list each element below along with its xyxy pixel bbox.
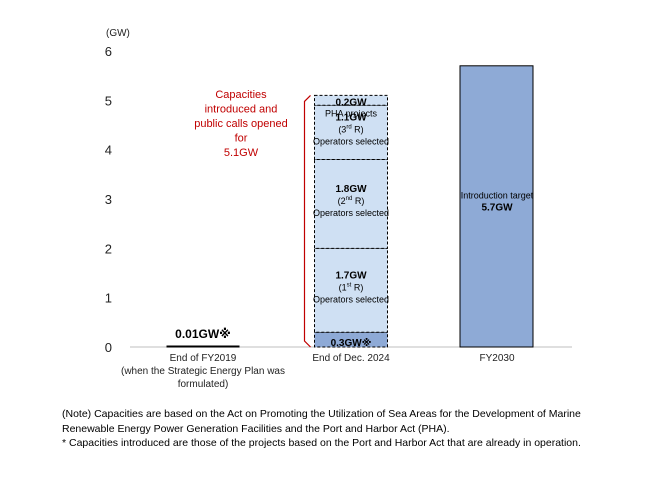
note-definition: (Note) Capacities are based on the Act o… xyxy=(62,408,581,435)
segment-value-label: 1.7GW xyxy=(335,270,367,281)
x-category-label: FY2030 xyxy=(479,353,514,364)
y-tick-label: 6 xyxy=(105,44,112,59)
segment-desc-label: PHA projects xyxy=(325,108,378,118)
target-bar-label: Introduction target xyxy=(461,190,534,200)
segment-round-label: (2nd R) xyxy=(338,196,365,206)
segment-value-label: 0.2GW xyxy=(335,97,367,108)
note-asterisk: * Capacities introduced are those of the… xyxy=(62,437,581,449)
y-tick-label: 5 xyxy=(105,93,112,108)
segment-round-label: (3rd R) xyxy=(338,124,363,134)
segment-desc-label: Operators selected xyxy=(313,294,389,304)
segment-value-label: 0.3GW※ xyxy=(331,337,372,349)
segment-desc-label: Operators selected xyxy=(313,208,389,218)
stacked-bar-segment xyxy=(314,247,388,333)
y-tick-label: 3 xyxy=(105,192,112,207)
y-axis-unit: (GW) xyxy=(106,28,130,39)
annotation-label: 5.1GW xyxy=(224,147,259,159)
annotation-label: public calls opened xyxy=(194,118,288,130)
segment-desc-label: Operators selected xyxy=(313,136,389,146)
capacity-bar-chart: (GW) 0 1 2 3 4 5 6 End of FY2019 (when the Strat… xyxy=(105,28,572,390)
stacked-bar-segment xyxy=(314,94,388,106)
target-bar-value: 5.7GW xyxy=(481,202,513,213)
annotation-label: introduced and xyxy=(205,104,278,116)
segment-round-label: (1st R) xyxy=(339,282,364,292)
x-category-label: formulated) xyxy=(178,379,229,390)
x-category-label: End of FY2019 xyxy=(170,353,237,364)
y-tick-label: 0 xyxy=(105,340,112,355)
segment-value-label: 1.1GW xyxy=(335,112,367,123)
target-bar xyxy=(459,65,534,348)
chart-notes: (Note) Capacities are based on the Act o… xyxy=(62,407,632,451)
x-category-label: (when the Strategic Energy Plan was xyxy=(121,366,285,377)
y-tick-label: 1 xyxy=(105,291,112,306)
stacked-bar-segment xyxy=(314,159,388,249)
annotation-label: for xyxy=(235,133,248,145)
fy2019-bar xyxy=(166,345,240,348)
y-tick-label: 4 xyxy=(105,143,112,158)
annotation-bracket xyxy=(303,94,311,348)
segment-value-label: 1.8GW xyxy=(335,184,367,195)
y-tick-label: 2 xyxy=(105,241,112,256)
x-category-label: End of Dec. 2024 xyxy=(312,353,390,364)
fy2019-value-label: 0.01GW※ xyxy=(175,327,231,341)
stacked-bar-segment xyxy=(314,104,388,161)
annotation-label: Capacities xyxy=(215,89,267,101)
